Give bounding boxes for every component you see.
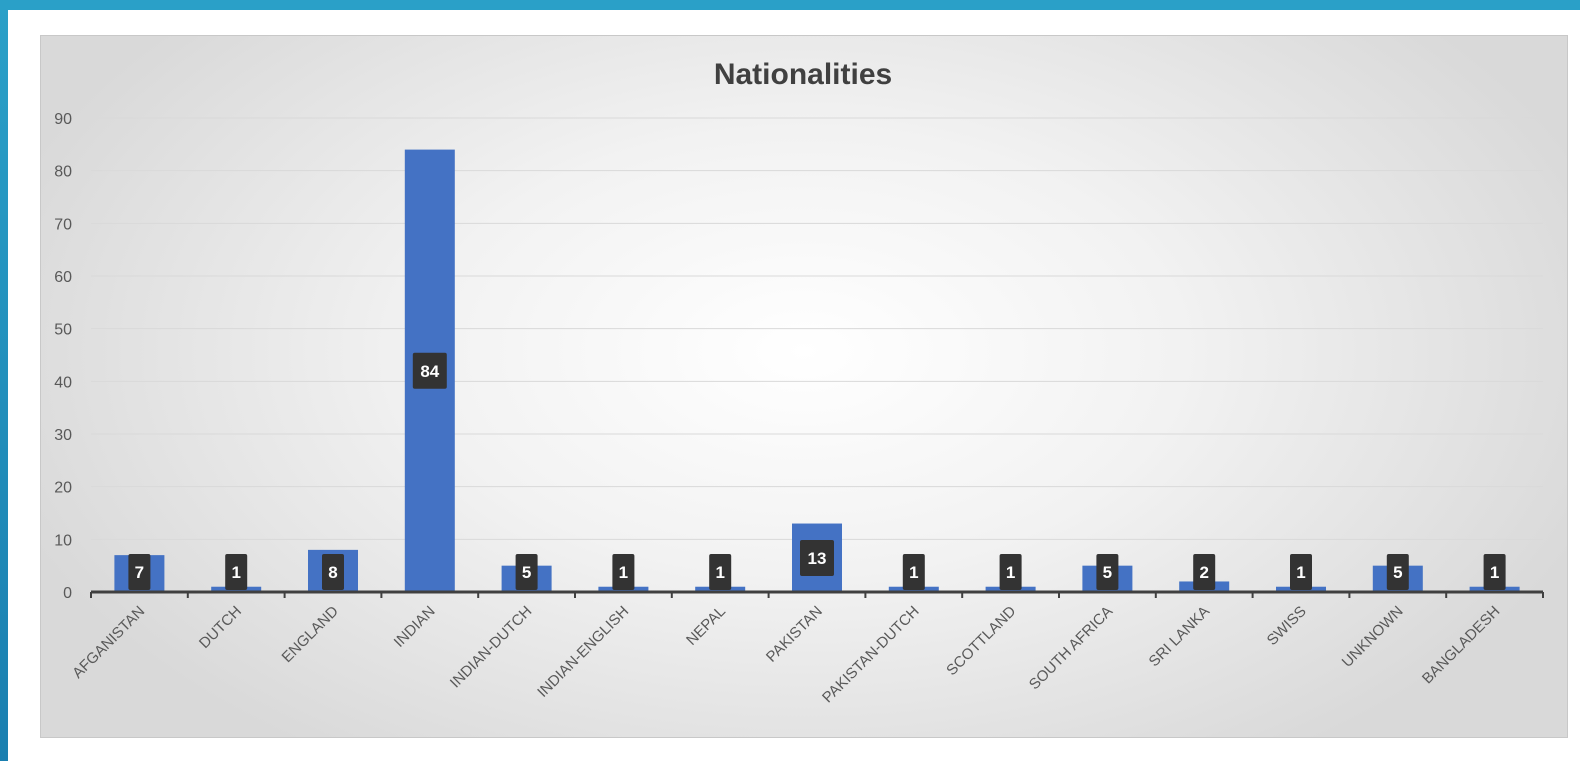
y-tick-label: 30 bbox=[54, 427, 72, 444]
data-label-bg bbox=[1483, 554, 1506, 590]
gridlines bbox=[91, 117, 1543, 540]
data-label-bg bbox=[1193, 554, 1216, 590]
data-label-bg bbox=[322, 554, 344, 590]
data-label-bg bbox=[800, 540, 834, 576]
data-label-bg bbox=[902, 554, 925, 590]
data-label-bg bbox=[999, 554, 1022, 590]
data-labels: 7 1 8 84 5 1 1 13 1 1 5 2 1 5 1 bbox=[128, 352, 1506, 590]
bars bbox=[114, 149, 1520, 592]
data-label: 5 bbox=[1393, 563, 1402, 582]
x-tick-label: ENGLAND bbox=[279, 603, 342, 666]
x-tick-label: BANGLADESH bbox=[1419, 603, 1504, 688]
data-label: 1 bbox=[909, 563, 918, 582]
x-tick-label: UNKNOWN bbox=[1339, 603, 1407, 671]
data-label: 7 bbox=[135, 563, 144, 582]
chart-title: Nationalities bbox=[714, 58, 892, 91]
data-label: 5 bbox=[522, 563, 531, 582]
data-label-bg bbox=[1290, 554, 1312, 590]
x-tick-label: INDIAN-ENGLISH bbox=[534, 603, 632, 701]
data-label: 1 bbox=[1296, 563, 1305, 582]
y-tick-label: 40 bbox=[54, 374, 72, 391]
x-axis-ticks: AFGANISTAN DUTCH ENGLAND INDIAN INDIAN-DUTCH… bbox=[69, 603, 1503, 707]
data-label-bg bbox=[225, 554, 248, 590]
data-label: 13 bbox=[808, 549, 827, 568]
x-axis bbox=[90, 590, 1544, 598]
x-tick-label: NEPAL bbox=[683, 603, 729, 649]
y-tick-label: 90 bbox=[54, 111, 72, 128]
y-tick-label: 50 bbox=[54, 322, 72, 339]
data-label-bg bbox=[612, 554, 635, 590]
x-tick-label: INDIAN-DUTCH bbox=[447, 603, 536, 692]
x-tick-label: INDIAN bbox=[391, 603, 439, 651]
y-tick-label: 20 bbox=[54, 480, 72, 497]
data-label: 1 bbox=[715, 563, 724, 582]
data-label: 1 bbox=[619, 563, 628, 582]
x-tick-label: SOUTH AFRICA bbox=[1026, 603, 1116, 693]
x-tick-label: SWISS bbox=[1264, 603, 1310, 649]
data-label-bg bbox=[1386, 554, 1409, 590]
data-label-bg bbox=[1096, 554, 1119, 590]
y-axis-ticks: 0 10 20 30 40 50 60 70 80 90 bbox=[54, 111, 72, 602]
data-label: 5 bbox=[1103, 563, 1112, 582]
data-label: 2 bbox=[1199, 563, 1208, 582]
y-tick-label: 60 bbox=[54, 269, 72, 286]
data-label-bg bbox=[709, 554, 732, 590]
data-label-bg bbox=[412, 352, 447, 389]
y-tick-label: 0 bbox=[63, 585, 72, 602]
data-label: 84 bbox=[420, 362, 439, 381]
y-tick-label: 70 bbox=[54, 216, 72, 233]
data-label-bg bbox=[515, 554, 538, 590]
chart-area bbox=[40, 35, 1568, 738]
data-label: 1 bbox=[1006, 563, 1015, 582]
data-label-bg bbox=[128, 554, 151, 590]
y-tick-label: 80 bbox=[54, 164, 72, 181]
data-label: 1 bbox=[1490, 563, 1499, 582]
x-tick-label: SCOTTLAND bbox=[943, 603, 1019, 679]
data-label: 8 bbox=[328, 563, 337, 582]
x-tick-label: AFGANISTAN bbox=[69, 603, 148, 682]
y-tick-label: 10 bbox=[54, 532, 72, 549]
data-label: 1 bbox=[231, 563, 240, 582]
x-tick-label: SRI LANKA bbox=[1146, 603, 1213, 670]
x-tick-label: PAKISTAN bbox=[763, 603, 826, 666]
x-tick-label: DUTCH bbox=[196, 603, 245, 652]
x-tick-label: PAKISTAN-DUTCH bbox=[819, 603, 923, 707]
